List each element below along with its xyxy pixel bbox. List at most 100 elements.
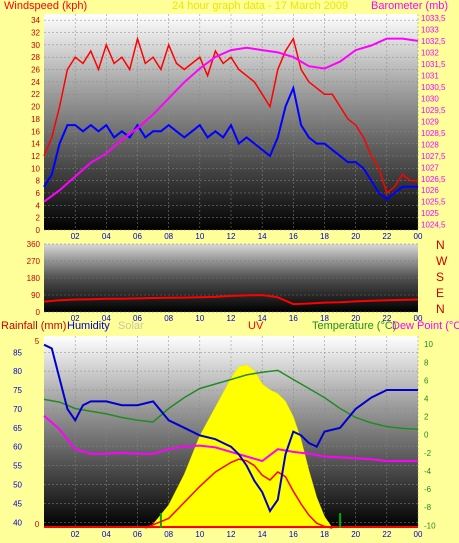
y-tick-label-wind: 28 bbox=[31, 53, 40, 62]
y-tick-label-wind: 22 bbox=[31, 90, 40, 99]
temperature-label: Temperature (°C) bbox=[312, 320, 397, 332]
x-tick-label: 18 bbox=[320, 232, 329, 241]
y-tick-label-direction: 270 bbox=[27, 257, 41, 266]
y-tick-label-temperature: -8 bbox=[424, 503, 432, 512]
dewpoint-line bbox=[43, 414, 418, 463]
y-tick-label-wind: 8 bbox=[36, 177, 41, 186]
uv-line bbox=[145, 458, 333, 529]
y-tick-label-barometer: 1031,5 bbox=[421, 60, 446, 69]
x-tick-label: 04 bbox=[102, 314, 111, 323]
y-tick-label-barometer: 1033 bbox=[421, 25, 439, 34]
y-tick-label-wind: 16 bbox=[31, 127, 40, 136]
y-tick-label-wind: 24 bbox=[31, 78, 40, 87]
y-tick-label-wind: 34 bbox=[31, 16, 40, 25]
x-tick-label: 00 bbox=[414, 232, 423, 241]
y-tick-label-temperature: -10 bbox=[424, 521, 436, 530]
y-tick-label-barometer: 1028 bbox=[421, 140, 439, 149]
x-tick-label: 18 bbox=[320, 314, 329, 323]
y-tick-label-barometer: 1026,5 bbox=[421, 175, 446, 184]
y-tick-label-wind: 14 bbox=[31, 140, 40, 149]
y-tick-label-temperature: 4 bbox=[424, 394, 429, 403]
x-tick-label: 10 bbox=[195, 314, 204, 323]
y-tick-label-direction: 360 bbox=[27, 240, 41, 249]
x-tick-label: 16 bbox=[289, 530, 298, 539]
y-tick-label-humidity: 60 bbox=[13, 443, 22, 452]
x-tick-label: 16 bbox=[289, 232, 298, 241]
y-tick-label-temperature: 0 bbox=[424, 431, 429, 440]
x-tick-label: 00 bbox=[414, 314, 423, 323]
y-tick-label-temperature: -2 bbox=[424, 449, 432, 458]
y-tick-label-barometer: 1030 bbox=[421, 94, 439, 103]
y-tick-label-wind: 2 bbox=[36, 214, 41, 223]
x-tick-label: 04 bbox=[102, 530, 111, 539]
y-tick-label-temperature: -4 bbox=[424, 467, 432, 476]
y-tick-label-humidity: 80 bbox=[13, 367, 22, 376]
x-tick-label: 20 bbox=[351, 232, 360, 241]
x-tick-label: 12 bbox=[227, 530, 236, 539]
direction-letter-n-bottom: N bbox=[436, 302, 445, 316]
x-tick-label: 22 bbox=[382, 530, 391, 539]
y-tick-label-barometer: 1032,5 bbox=[421, 37, 446, 46]
x-tick-label: 08 bbox=[164, 232, 173, 241]
y-tick-label-barometer: 1025,5 bbox=[421, 198, 446, 207]
y-tick-label-temperature: 2 bbox=[424, 413, 429, 422]
y-tick-label-temperature: 6 bbox=[424, 376, 429, 385]
x-tick-label: 02 bbox=[71, 314, 80, 323]
direction-letter-n-top: N bbox=[436, 238, 445, 252]
humidity-label: Humidity bbox=[67, 320, 110, 332]
y-tick-label-wind: 20 bbox=[31, 103, 40, 112]
x-tick-label: 20 bbox=[351, 314, 360, 323]
x-tick-label: 10 bbox=[195, 232, 204, 241]
y-tick-label-wind: 26 bbox=[31, 66, 40, 75]
direction-letter-e: E bbox=[436, 286, 445, 300]
y-tick-label-barometer: 1029,5 bbox=[421, 106, 446, 115]
y-tick-label-barometer: 1030,5 bbox=[421, 83, 446, 92]
y-tick-label-rain: 5 bbox=[35, 337, 40, 346]
y-tick-label-humidity: 85 bbox=[13, 348, 22, 357]
solar-label: Solar bbox=[118, 320, 144, 332]
barometer-line bbox=[43, 37, 419, 203]
direction-letter-w: W bbox=[436, 254, 448, 268]
y-tick-label-wind: 12 bbox=[31, 152, 40, 161]
y-tick-label-direction: 180 bbox=[27, 274, 41, 283]
x-tick-label: 14 bbox=[258, 232, 267, 241]
x-tick-label: 18 bbox=[320, 530, 329, 539]
y-tick-label-humidity: 40 bbox=[13, 518, 22, 527]
chart-title: 24 hour graph data - 17 March 2009 bbox=[172, 0, 349, 12]
x-tick-label: 06 bbox=[133, 314, 142, 323]
y-tick-label-wind: 10 bbox=[31, 164, 40, 173]
y-tick-label-humidity: 70 bbox=[13, 405, 22, 414]
y-tick-label-barometer: 1032 bbox=[421, 48, 439, 57]
x-tick-label: 04 bbox=[102, 232, 111, 241]
wind-direction-line bbox=[43, 293, 419, 306]
x-tick-label: 06 bbox=[133, 530, 142, 539]
x-tick-label: 08 bbox=[164, 314, 173, 323]
y-tick-label-wind: 4 bbox=[36, 201, 41, 210]
solar-area bbox=[145, 364, 333, 529]
y-tick-label-barometer: 1029 bbox=[421, 117, 439, 126]
barometer-axis-label: Barometer (mb) bbox=[371, 0, 449, 12]
wind-average-line bbox=[43, 84, 418, 201]
x-tick-label: 02 bbox=[71, 530, 80, 539]
y-tick-label-temperature: -6 bbox=[424, 485, 432, 494]
x-tick-label: 22 bbox=[382, 314, 391, 323]
y-tick-label-barometer: 1025 bbox=[421, 209, 439, 218]
x-tick-label: 22 bbox=[382, 232, 391, 241]
x-tick-label: 12 bbox=[227, 232, 236, 241]
y-tick-label-barometer: 1033,5 bbox=[421, 14, 446, 23]
y-tick-label-wind: 0 bbox=[36, 226, 41, 235]
y-tick-label-wind: 32 bbox=[31, 29, 40, 38]
y-tick-label-humidity: 50 bbox=[13, 481, 22, 490]
y-tick-label-barometer: 1031 bbox=[421, 71, 439, 80]
x-tick-label: 10 bbox=[195, 530, 204, 539]
y-tick-label-humidity: 65 bbox=[13, 424, 22, 433]
y-tick-label-wind: 30 bbox=[31, 41, 40, 50]
x-tick-label: 08 bbox=[164, 530, 173, 539]
y-tick-label-humidity: 75 bbox=[13, 386, 22, 395]
x-tick-label: 12 bbox=[227, 314, 236, 323]
x-tick-label: 16 bbox=[289, 314, 298, 323]
y-tick-label-humidity: 55 bbox=[13, 462, 22, 471]
y-tick-label-barometer: 1026 bbox=[421, 186, 439, 195]
wind-gust-line bbox=[43, 35, 418, 195]
